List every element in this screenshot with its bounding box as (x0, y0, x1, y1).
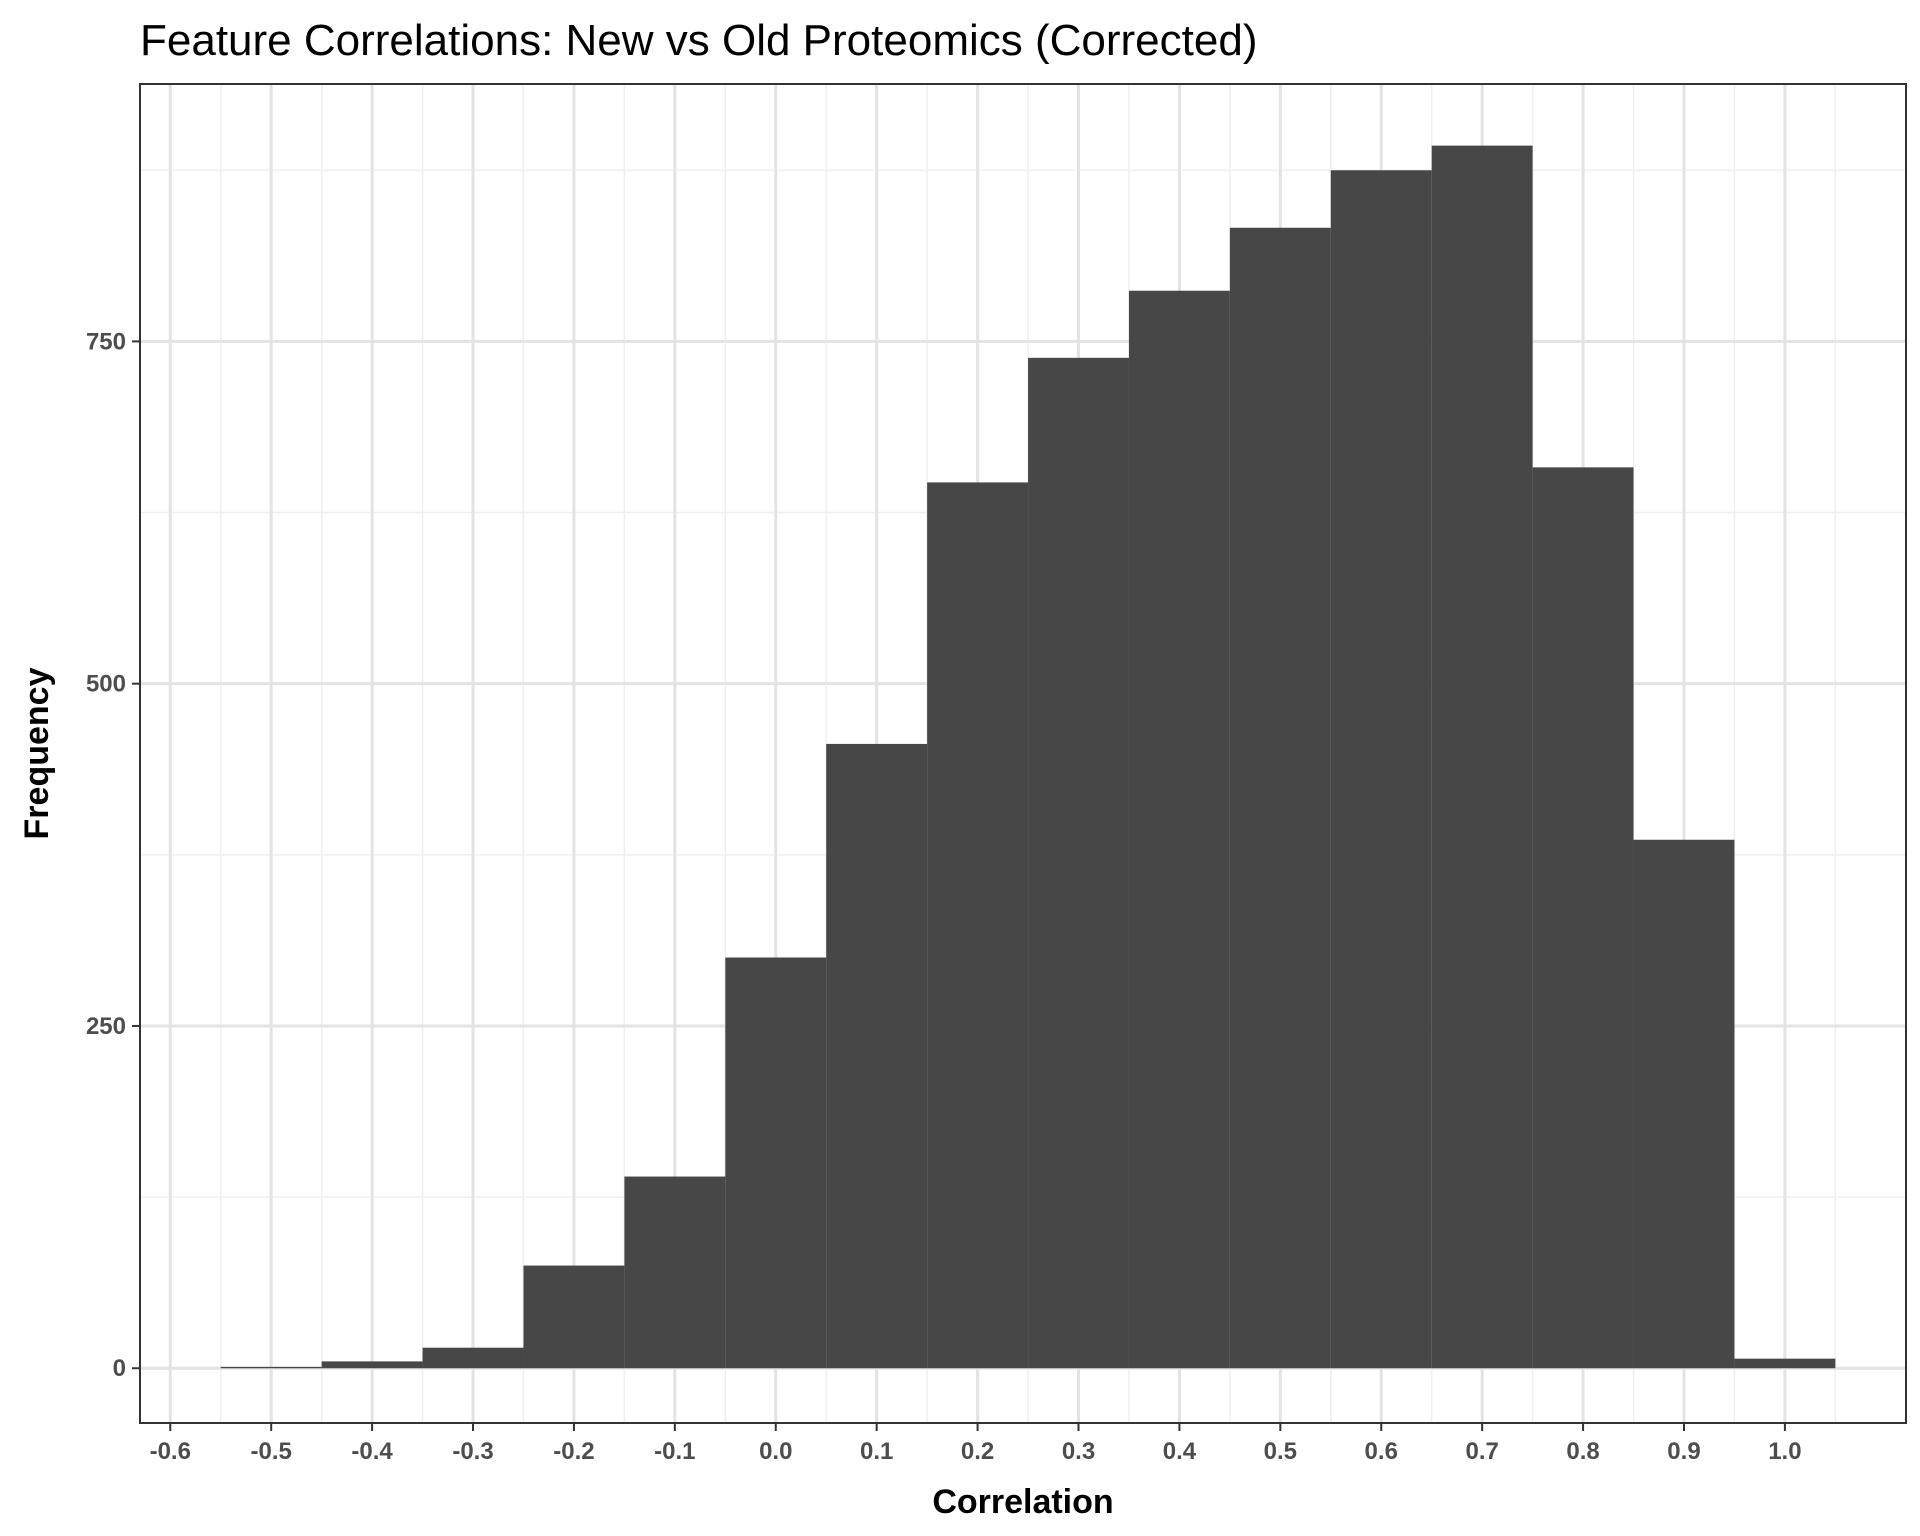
y-tick-label: 250 (86, 1013, 126, 1040)
x-tick-label: 1.0 (1768, 1438, 1801, 1465)
x-tick-label: -0.1 (654, 1438, 695, 1465)
histogram-bar (220, 1366, 322, 1369)
histogram-bar (826, 743, 928, 1369)
y-axis-title: Frequency (18, 667, 56, 839)
y-axis: 0 250 500 750 (86, 328, 140, 1382)
chart-title: Feature Correlations: New vs Old Proteom… (140, 16, 1257, 65)
histogram-bar (1734, 1358, 1836, 1369)
histogram-bar (725, 957, 827, 1369)
histogram-bar (321, 1361, 423, 1369)
y-tick-label: 500 (86, 671, 126, 698)
x-tick-label: 0.7 (1465, 1438, 1498, 1465)
histogram-bars (220, 145, 1836, 1369)
y-tick-label: 0 (113, 1355, 126, 1382)
histogram-bar (1229, 227, 1331, 1369)
histogram-bar (523, 1265, 625, 1369)
x-axis: -0.6 -0.5 -0.4 -0.3 -0.2 -0.1 0.0 0.1 0.2 0.3 0.4 0… (150, 1423, 1802, 1465)
histogram-bar (1532, 467, 1634, 1369)
x-tick-label: -0.6 (150, 1438, 191, 1465)
histogram-bar (1128, 290, 1230, 1369)
x-axis-title: Correlation (932, 1483, 1113, 1521)
x-tick-label: 0.3 (1062, 1438, 1095, 1465)
histogram-bar (422, 1347, 524, 1369)
x-tick-label: -0.3 (452, 1438, 493, 1465)
x-tick-label: 0.4 (1163, 1438, 1197, 1465)
x-tick-label: -0.5 (251, 1438, 292, 1465)
histogram-bar (624, 1176, 726, 1369)
x-tick-label: 0.8 (1566, 1438, 1599, 1465)
plot-panel-border (139, 83, 1907, 1424)
x-tick-label: 0.6 (1365, 1438, 1398, 1465)
x-tick-label: 0.1 (860, 1438, 893, 1465)
histogram-bar (1431, 145, 1533, 1369)
x-tick-label: 0.0 (759, 1438, 792, 1465)
x-tick-label: 0.2 (961, 1438, 994, 1465)
histogram-bar (1633, 839, 1735, 1369)
histogram-bar (927, 482, 1029, 1369)
histogram-bar (1330, 170, 1432, 1369)
x-tick-label: -0.2 (553, 1438, 594, 1465)
x-tick-label: 0.9 (1667, 1438, 1700, 1465)
histogram-bar (1028, 357, 1129, 1369)
y-tick-label: 750 (86, 328, 126, 355)
x-tick-label: -0.4 (351, 1438, 393, 1465)
x-tick-label: 0.5 (1264, 1438, 1297, 1465)
